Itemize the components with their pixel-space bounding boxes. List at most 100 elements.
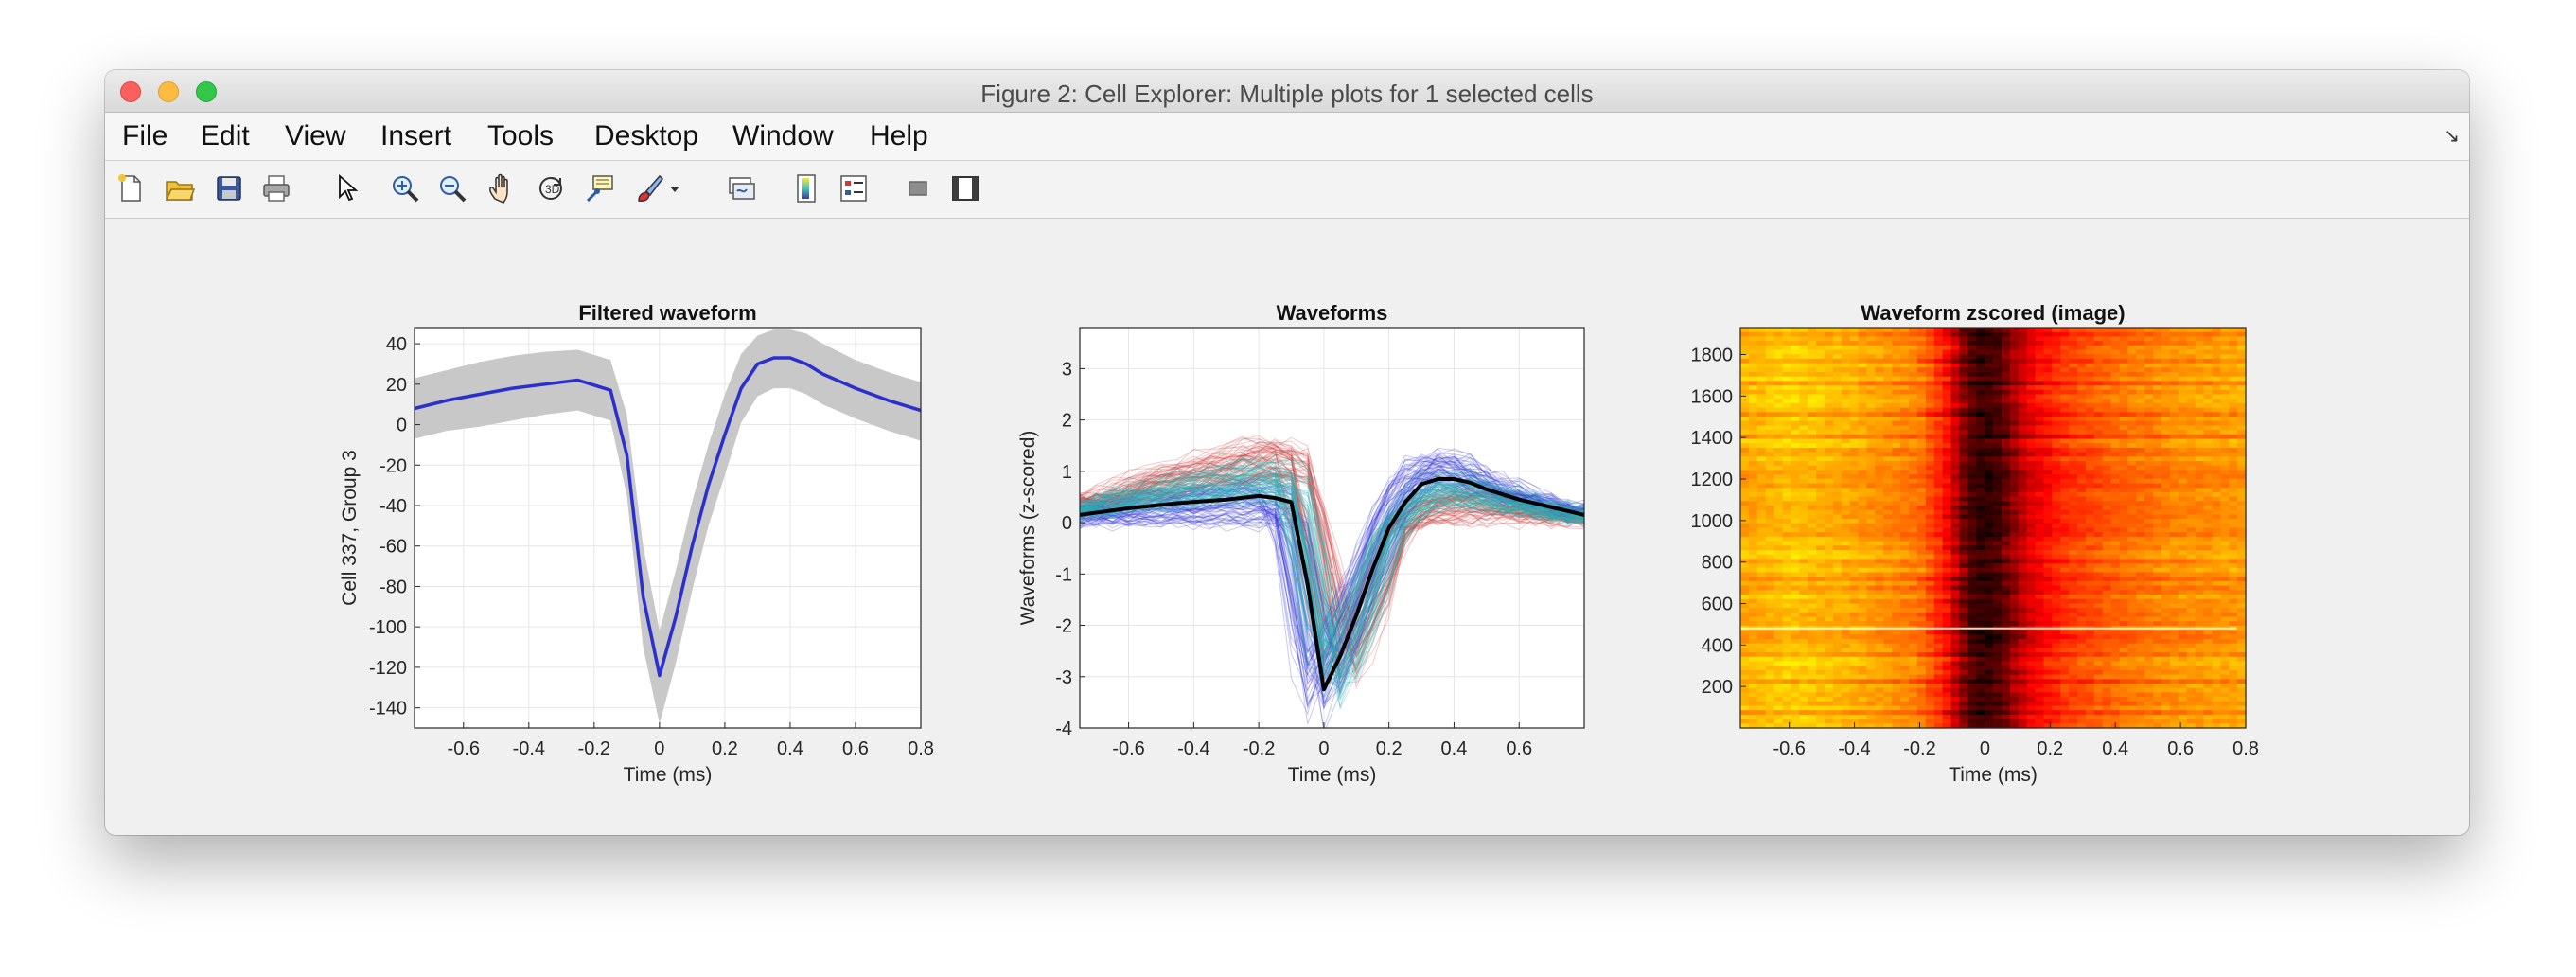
save-icon[interactable] [213,172,245,204]
heatmap-cell [2195,389,2205,396]
heatmap-cell [2127,483,2137,488]
heatmap-cell [2093,509,2104,515]
heatmap-cell [2212,341,2221,346]
heatmap-cell [1791,381,1800,386]
maximize-window-button[interactable] [196,81,217,102]
heatmap-cell [2110,434,2121,440]
pan-icon[interactable] [485,172,518,204]
heatmap-cell [1740,496,1750,502]
heatmap-cell [1942,452,1952,457]
heatmap-cell [2110,461,2121,467]
heatmap-cell [1748,509,1758,515]
print-icon[interactable] [260,172,292,204]
heatmap-cell [1841,536,1851,542]
heatmap-cell [2127,523,2137,529]
heatmap-cell [2043,496,2053,502]
brush-icon[interactable] [633,172,665,204]
menu-desktop[interactable]: Desktop [594,120,699,151]
menu-tools[interactable]: Tools [487,120,555,151]
heatmap-cell [1782,656,1791,663]
heatmap-cell [1892,612,1901,618]
menu-edit[interactable]: Edit [201,120,250,151]
minimize-window-button[interactable] [158,81,179,102]
heatmap-cell [2195,567,2205,574]
heatmap-cell [2127,585,2137,591]
single-trace [1080,476,1584,699]
hide-plot-tools-icon[interactable] [902,172,934,204]
brush-dropdown-icon[interactable] [667,172,682,204]
heatmap-cell [2153,417,2162,422]
single-trace [1080,481,1584,684]
heatmap-cell [1808,358,1817,364]
heatmap-cell [1976,425,1985,431]
heatmap-cell [1925,612,1935,618]
heatmap-cell [1909,580,1918,587]
heatmap-cell [1950,639,1960,645]
legend-icon[interactable] [838,172,870,204]
heatmap-cell [2203,461,2213,467]
data-cursor-icon[interactable] [584,172,616,204]
pointer-icon[interactable] [330,172,362,204]
menu-insert[interactable]: Insert [380,120,452,151]
heatmap-cell [2161,634,2171,640]
single-trace [1080,457,1584,680]
dock-arrow-icon[interactable]: ↘ [2444,126,2460,147]
heatmap-cell [2153,567,2162,574]
heatmap-cell [2052,590,2061,595]
heatmap-cell [2009,420,2020,426]
heatmap-cell [1866,506,1876,511]
heatmap-cell [2203,603,2213,609]
menu-help[interactable]: Help [870,120,928,151]
heatmap-cell [2018,385,2028,391]
heatmap-cell [1799,572,1808,577]
heatmap-cell [2136,496,2145,502]
menu-window[interactable]: Window [732,120,834,151]
heatmap-cell [2212,643,2221,648]
heatmap-cell [1816,572,1826,577]
heatmap-cell [1925,399,1935,404]
colorbar-icon[interactable] [790,172,822,204]
zoom-in-icon[interactable] [389,172,421,204]
heatmap-cell [2043,336,2053,342]
close-window-button[interactable] [120,81,141,102]
single-trace [1080,453,1584,711]
heatmap-cell [2195,331,2205,337]
heatmap-cell [2153,345,2162,351]
heatmap-cell [2220,595,2230,600]
heatmap-cell [1773,363,1784,368]
heatmap-cell [2144,452,2154,457]
heatmap-cell [1942,648,1952,653]
heatmap-cell [1765,598,1775,604]
single-trace [1080,469,1584,613]
rotate-3d-icon[interactable]: 3D [535,172,567,204]
heatmap-cell [1773,447,1784,453]
new-figure-icon[interactable] [115,172,147,204]
heatmap-cell [2018,465,2028,471]
heatmap-cell [2119,666,2128,671]
heatmap-cell [1933,506,1944,511]
heatmap-cell [1916,399,1927,404]
heatmap-cell [2144,572,2154,577]
figure-charts[interactable]: -0.6 -0.4 -0.2 0 0.2 0.4 0.6 0.840200-20-40-60-… [105,219,2469,835]
show-plot-tools-icon[interactable] [949,172,981,204]
single-trace [1080,476,1584,688]
heatmap-cell [2009,389,2020,396]
title-bar[interactable]: Figure 2: Cell Explorer: Multiple plots … [105,70,2469,113]
heatmap-cell [1740,643,1750,648]
heatmap-cell [1748,545,1758,551]
heatmap-cell [2203,652,2213,658]
link-plot-icon[interactable] [726,172,758,204]
heatmap-cell [2136,376,2145,382]
heatmap-cell [2102,447,2112,453]
menu-view[interactable]: View [285,120,346,151]
menu-file[interactable]: File [122,120,168,151]
heatmap-cell [1866,328,1876,333]
heatmap-cell [1985,372,1994,378]
heatmap-cell [1825,523,1834,529]
heatmap-cell [2093,328,2104,333]
open-file-icon[interactable] [164,172,196,204]
heatmap-cell [2136,580,2145,587]
zoom-out-icon[interactable] [436,172,468,204]
heatmap-cell [2069,452,2078,457]
single-trace [1080,466,1584,676]
